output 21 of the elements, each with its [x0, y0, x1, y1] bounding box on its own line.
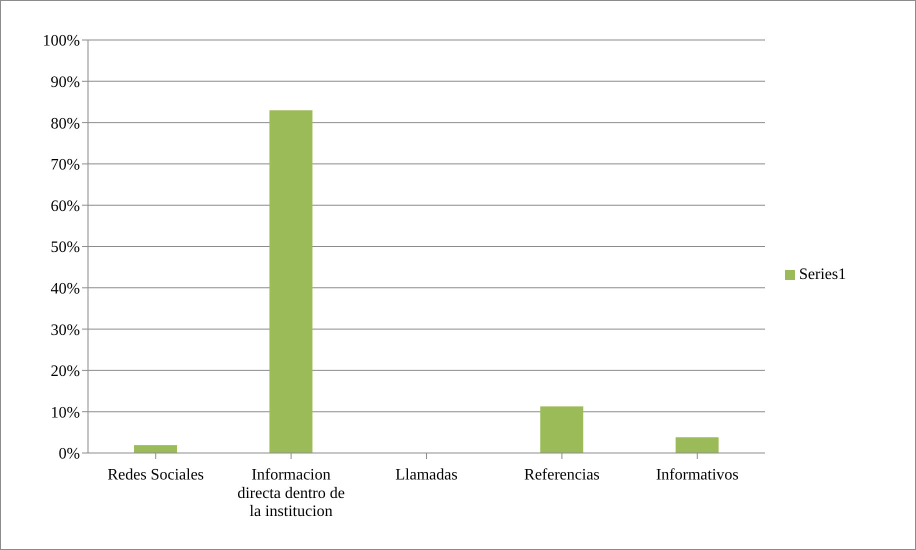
- y-tick-label: 60%: [50, 198, 80, 215]
- y-tick-label: 0%: [58, 446, 80, 463]
- bar: [676, 437, 719, 453]
- bar: [269, 110, 312, 453]
- bar: [134, 445, 178, 453]
- x-tick-label: Redes Sociales: [107, 466, 204, 484]
- x-tick-label: Referencias: [524, 466, 600, 484]
- y-tick-label: 90%: [50, 74, 80, 91]
- x-tick-label: Llamadas: [395, 466, 458, 484]
- y-tick-label: 30%: [50, 322, 80, 339]
- y-tick-label: 80%: [50, 115, 80, 132]
- x-tick-label: Informativos: [656, 466, 739, 484]
- y-tick-label: 50%: [50, 239, 80, 256]
- bar: [540, 406, 584, 453]
- y-tick-label: 20%: [50, 363, 80, 380]
- y-tick-label: 10%: [50, 404, 80, 422]
- y-tick-label: 100%: [42, 32, 80, 50]
- y-tick-label: 70%: [50, 156, 80, 174]
- legend-label: Series1: [799, 266, 846, 283]
- y-tick-label: 40%: [50, 280, 80, 298]
- x-tick-label: Informacion directa dentro de la institucion: [237, 466, 345, 520]
